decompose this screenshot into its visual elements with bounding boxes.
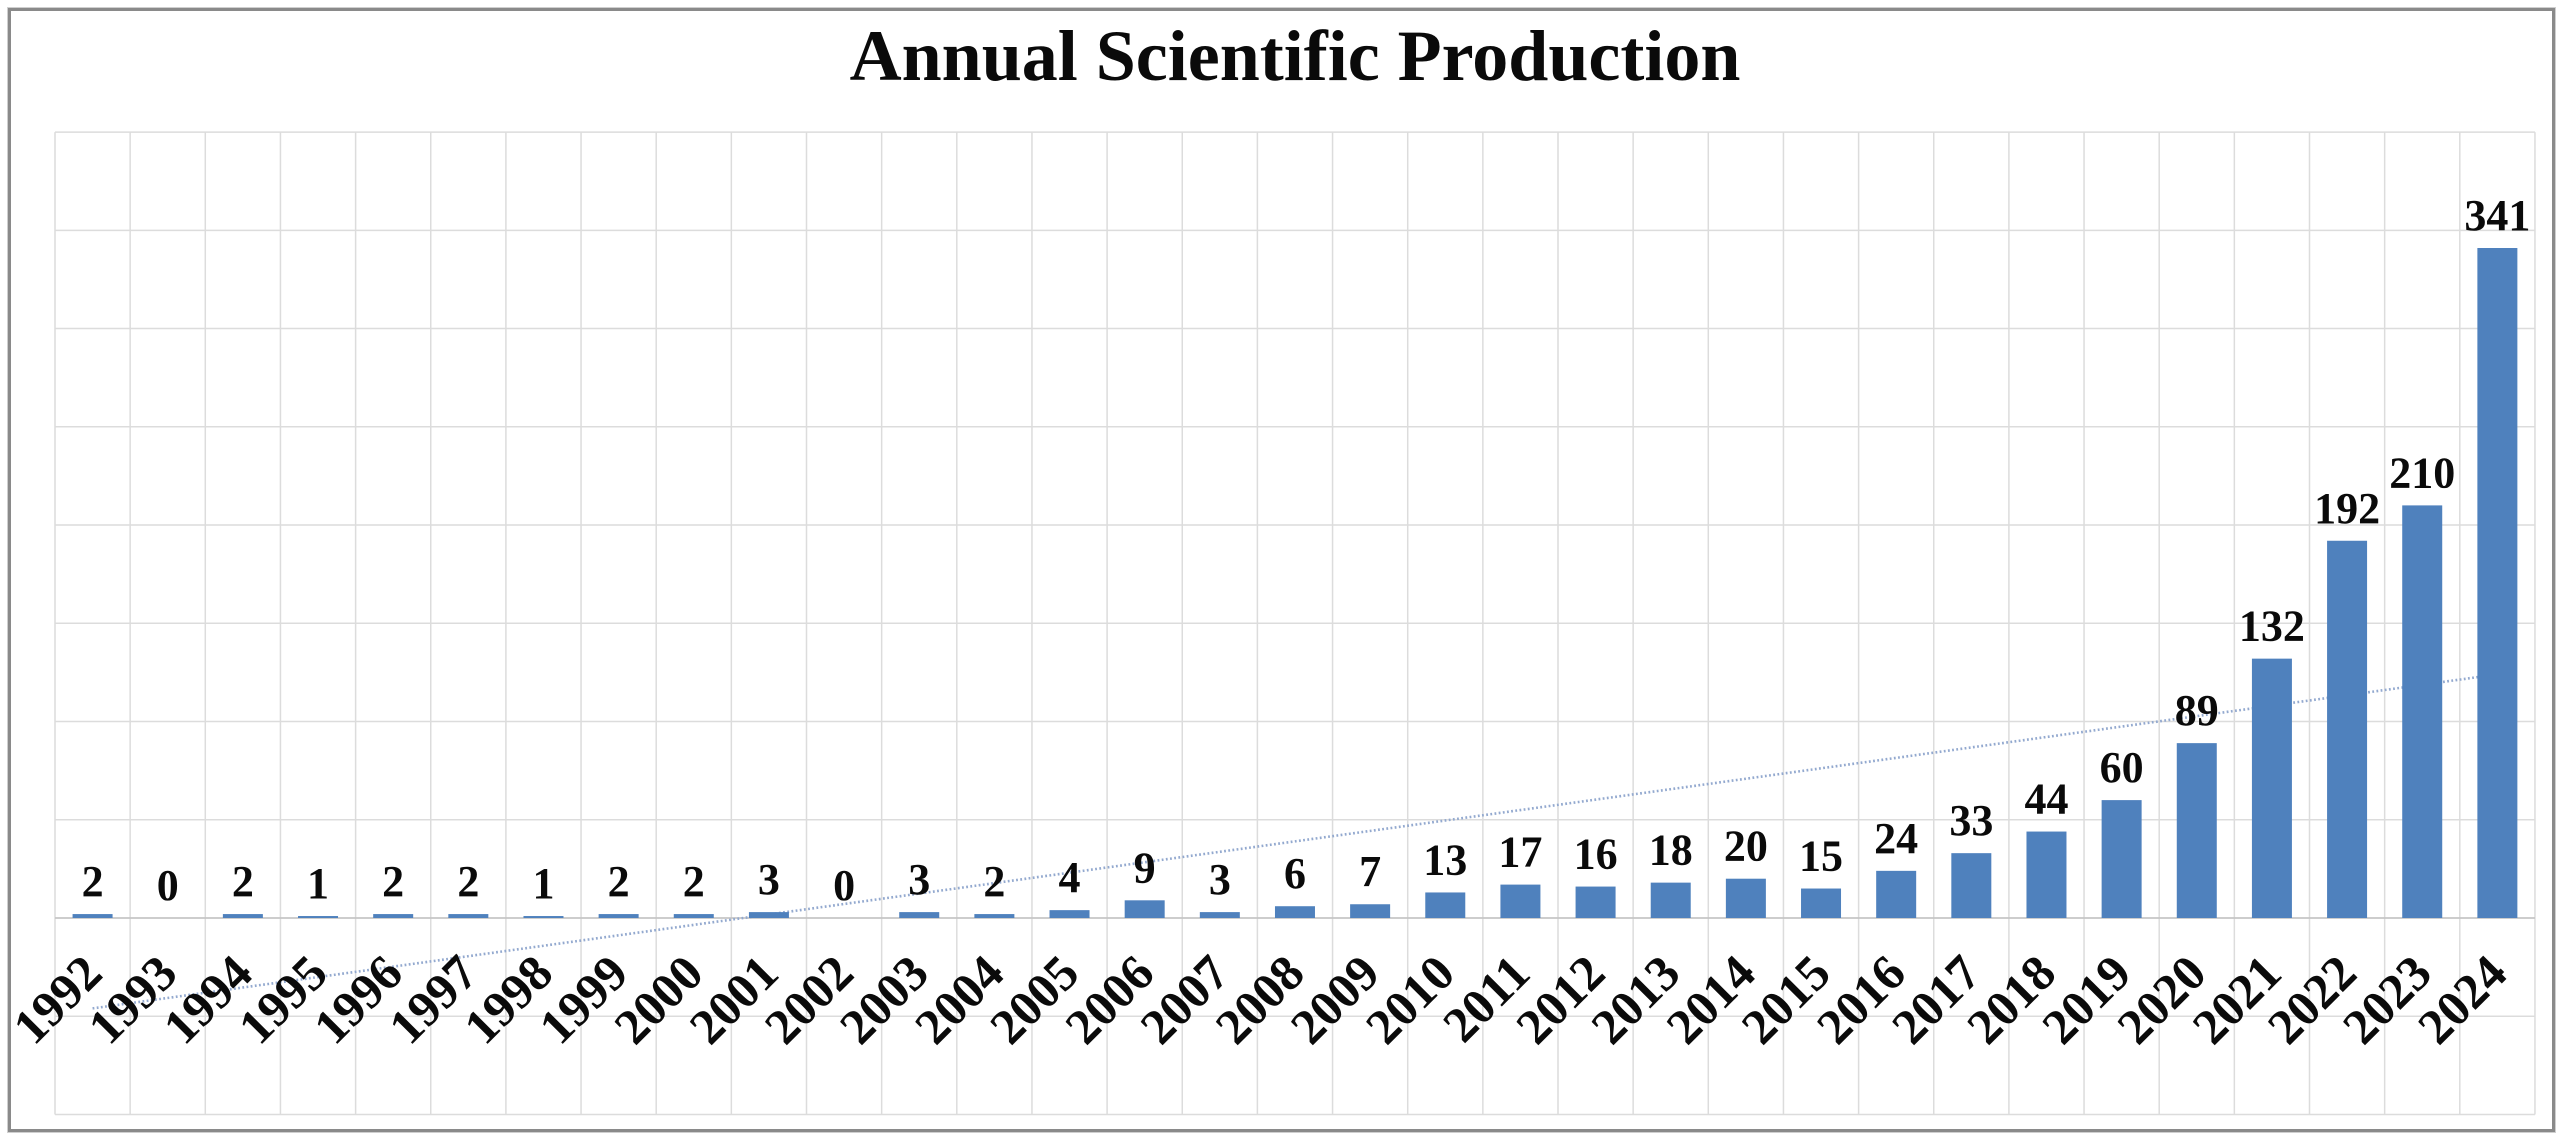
bar-value-label: 0 — [157, 861, 179, 910]
bar — [1199, 912, 1240, 918]
bar — [448, 914, 489, 918]
bar — [748, 912, 789, 918]
bar — [1049, 910, 1090, 918]
bar — [1425, 892, 1466, 918]
bar-value-label: 15 — [1799, 832, 1843, 881]
chart-title: Annual Scientific Production — [849, 16, 1741, 96]
bar — [1951, 853, 1992, 918]
bar-value-label: 2 — [457, 857, 479, 906]
bar-value-label: 341 — [2464, 191, 2530, 240]
bar — [1500, 884, 1541, 918]
bar — [2176, 743, 2217, 918]
bar — [1350, 904, 1391, 918]
bar — [598, 914, 639, 918]
bar-value-label: 2 — [983, 857, 1005, 906]
bar — [72, 914, 113, 918]
bar-value-label: 3 — [758, 855, 780, 904]
bar — [298, 916, 339, 918]
bar-value-label: 20 — [1724, 822, 1768, 871]
bar-value-label: 0 — [833, 861, 855, 910]
bar-value-label: 24 — [1874, 814, 1918, 863]
bar — [2402, 505, 2443, 918]
bar — [2327, 540, 2368, 918]
bar — [1801, 888, 1842, 918]
bar-value-label: 89 — [2175, 686, 2219, 735]
bar — [1725, 878, 1766, 918]
bar-value-label: 44 — [2024, 775, 2068, 824]
bar-value-label: 3 — [1209, 855, 1231, 904]
bar-value-label: 1 — [532, 859, 554, 908]
bar — [2477, 248, 2518, 919]
bar-value-label: 2 — [232, 857, 254, 906]
bar-value-label: 2 — [382, 857, 404, 906]
bar-value-label: 33 — [1949, 796, 1993, 845]
bar-value-label: 192 — [2314, 484, 2380, 533]
bar — [974, 914, 1015, 918]
bar — [523, 916, 564, 918]
x-axis-label: 2024 — [2407, 944, 2517, 1054]
bar-value-label: 7 — [1359, 847, 1381, 896]
bar-value-label: 2 — [82, 857, 104, 906]
bar — [1575, 886, 1616, 918]
bar — [373, 914, 414, 918]
bar — [2101, 800, 2142, 918]
bar-value-label: 132 — [2239, 602, 2305, 651]
bar-value-label: 13 — [1423, 835, 1467, 884]
bar-value-label: 18 — [1649, 826, 1693, 875]
bar-value-label: 1 — [307, 859, 329, 908]
bar — [2251, 658, 2292, 918]
bar — [1124, 900, 1165, 918]
bar-value-label: 3 — [908, 855, 930, 904]
bar-value-label: 2 — [683, 857, 705, 906]
trendline — [92, 673, 2498, 1010]
bar — [222, 914, 263, 918]
bar — [2026, 831, 2067, 918]
bar — [673, 914, 714, 918]
bar — [1274, 906, 1315, 918]
bar-value-label: 60 — [2100, 743, 2144, 792]
bar — [899, 912, 940, 918]
bar-value-label: 16 — [1574, 830, 1618, 879]
bar — [1650, 882, 1691, 918]
bar-value-label: 9 — [1134, 843, 1156, 892]
bar-value-label: 2 — [608, 857, 630, 906]
bar — [1876, 870, 1917, 918]
bar-value-label: 4 — [1059, 853, 1081, 902]
bar-value-label: 6 — [1284, 849, 1306, 898]
bar-value-label: 210 — [2389, 448, 2455, 497]
bar-value-label: 17 — [1498, 828, 1542, 877]
